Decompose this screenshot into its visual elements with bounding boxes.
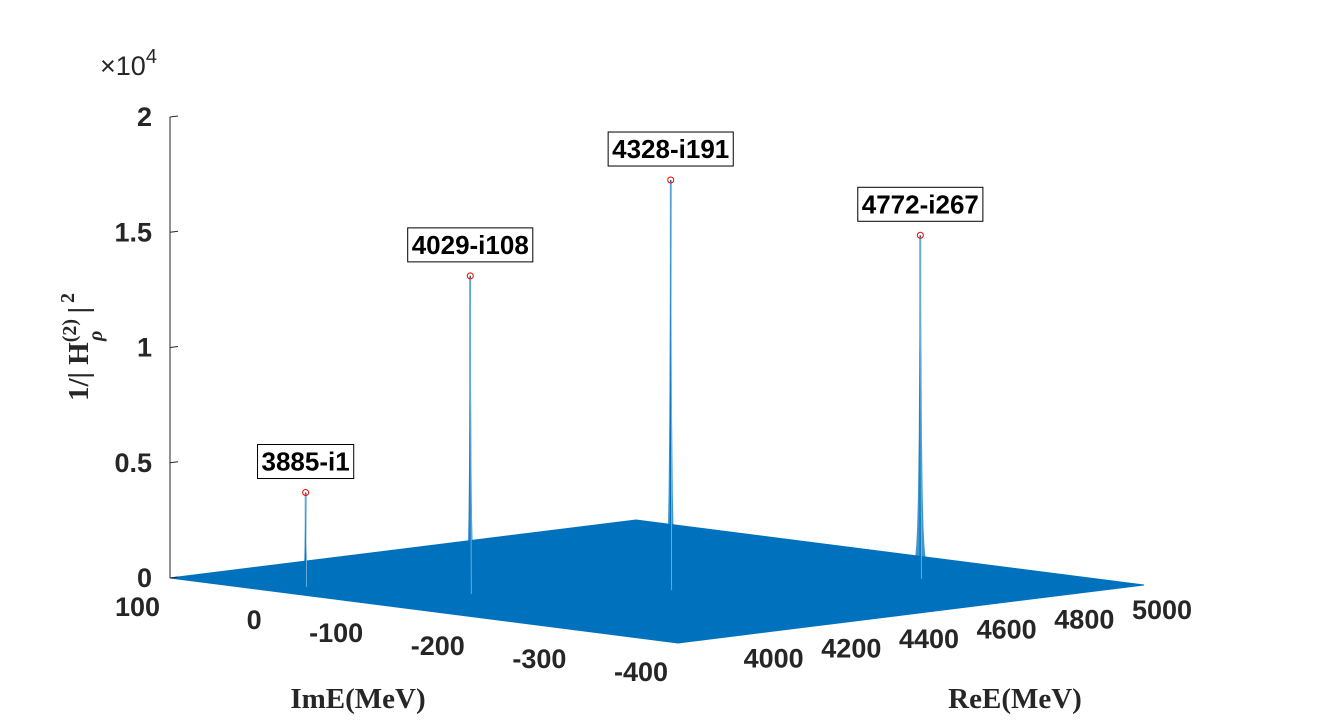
peak-label-box [407,227,534,263]
z-tick-mark [169,230,179,233]
peak-label-text: 3885-i1 [262,447,350,477]
x-axis-title: ReE(MeV) [948,683,1082,715]
y-tick-label: -300 [512,644,566,674]
x-tick-label: 4800 [1054,605,1114,635]
z-axis-title: 1/| H(2) ρ |2 [57,293,107,401]
x-tick-label: 4400 [899,624,959,654]
z-tick-label: 0.5 [114,448,152,478]
peak-4029-i108 [458,272,483,594]
z-tick-mark [169,576,179,579]
y-axis-title: ImE(MeV) [290,683,425,715]
z-tick-label: 2 [137,102,152,132]
x-tick-label: 4000 [744,643,804,673]
peak-marker [916,231,924,239]
x-tick-label: 5000 [1132,595,1192,625]
peak-label-1: 4029-i108 [407,227,534,263]
labels-layer: 3885-i1 4029-i108 4328-i191 4772-i267 [257,131,984,480]
peak-marker [667,176,675,184]
peak-label-text: 4029-i108 [412,230,529,260]
peak-label-text: 4772-i267 [862,189,979,219]
peak-marker [466,272,474,280]
peak-label-box [857,186,984,222]
peak-label-box [257,444,355,480]
surface-layer [169,519,1145,644]
y-tick-label: -100 [309,618,363,648]
x-tick-label: 4200 [821,634,881,664]
z-tick-mark [169,115,179,118]
peak-highlight [919,237,922,579]
surface-base [169,519,1145,644]
peak-highlight [305,494,307,588]
peak-4772-i267 [904,231,937,579]
z-tick-mark [169,461,179,464]
z-tick-label: 1 [137,333,152,363]
peak-4328-i191 [656,176,685,591]
peak-3885-i1 [295,489,316,588]
y-tick-label: 100 [115,592,160,622]
z-tick-label: 1.5 [114,217,152,247]
peak-label-text: 4328-i191 [612,134,729,164]
y-tick-label: -400 [614,657,668,687]
peak-label-2: 4328-i191 [607,131,734,167]
z-exponent: ×104 [100,46,157,81]
peak-label-3: 4772-i267 [857,186,984,222]
z-tick-label: 0 [137,563,152,593]
peak-highlight [469,277,472,594]
y-tick-label: 0 [247,605,262,635]
peaks-layer [295,176,937,594]
x-tick-label: 4600 [977,614,1037,644]
y-tick-label: -200 [411,631,465,661]
peak-label-0: 3885-i1 [257,444,355,480]
peak-highlight [670,182,673,591]
peak-label-box [607,131,734,167]
z-tick-mark [169,346,179,348]
peak-marker [302,489,310,497]
svg-text:1/| H(2)ρ |2: 1/| H(2) ρ |2 [57,293,107,401]
